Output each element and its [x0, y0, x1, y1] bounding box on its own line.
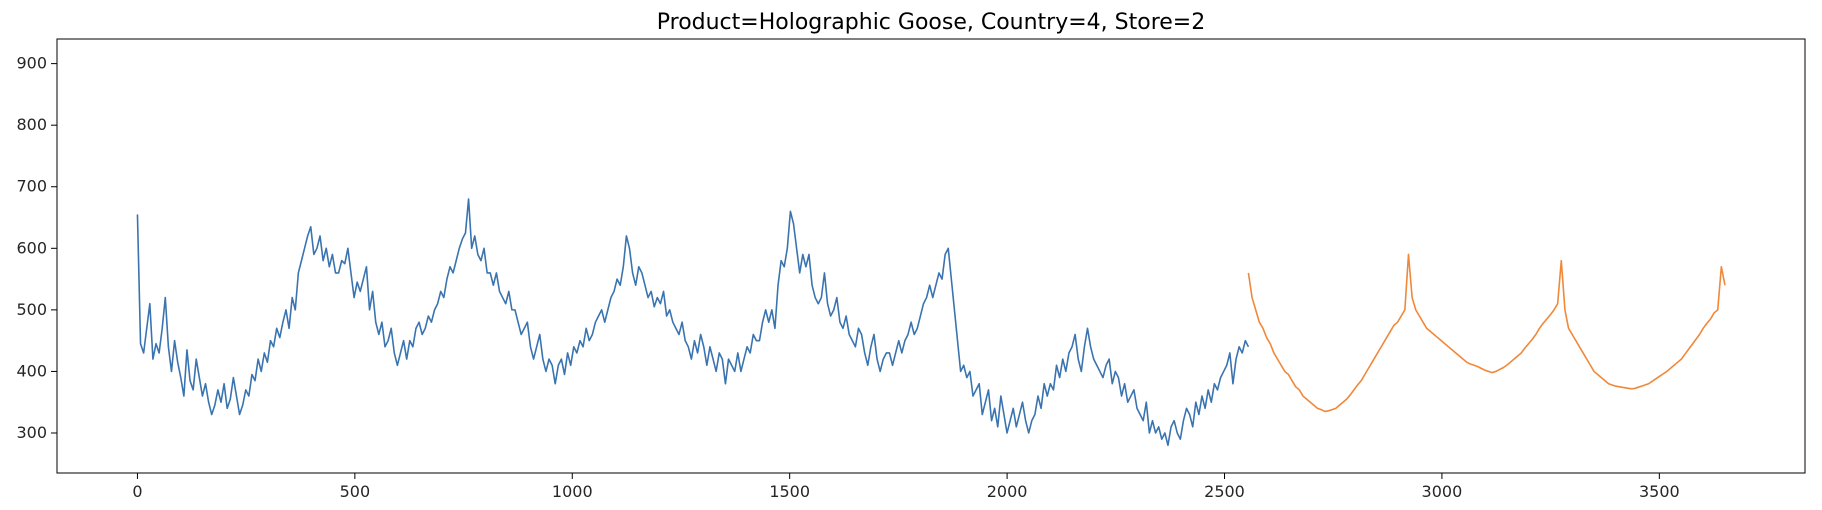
y-tick-label: 700	[16, 177, 47, 196]
x-tick-label: 3500	[1639, 482, 1680, 501]
series-line-2	[1247, 253, 1726, 413]
x-tick-label: 2500	[1204, 482, 1245, 501]
y-tick-label: 600	[16, 238, 47, 257]
x-tick-label: 1000	[552, 482, 593, 501]
series-line-1	[136, 198, 1250, 447]
y-tick-label: 400	[16, 361, 47, 380]
x-axis: 0 500 1000 1500 2000 2500 3000 3500	[132, 473, 1680, 501]
x-tick-label: 500	[340, 482, 371, 501]
y-tick-label: 500	[16, 300, 47, 319]
series-layer	[136, 198, 1726, 447]
x-tick-label: 1500	[769, 482, 810, 501]
y-axis: 300 400 500 600 700 800 900	[16, 54, 57, 442]
plot-frame	[56, 38, 1806, 474]
chart-title: Product=Holographic Goose, Country=4, St…	[657, 10, 1206, 35]
x-tick-label: 3000	[1422, 482, 1463, 501]
y-tick-label: 800	[16, 115, 47, 134]
y-tick-label: 300	[16, 423, 47, 442]
x-tick-label: 2000	[987, 482, 1028, 501]
x-tick-label: 0	[132, 482, 142, 501]
y-tick-label: 900	[16, 54, 47, 73]
